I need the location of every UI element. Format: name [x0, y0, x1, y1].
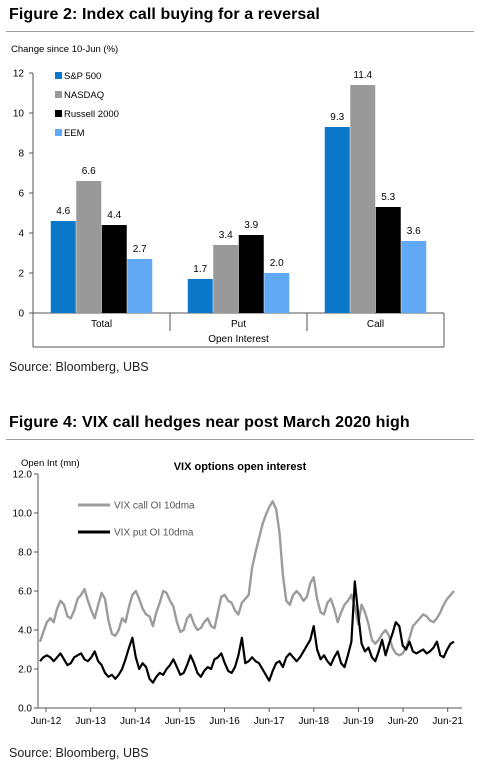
data-label: 3.9 — [244, 220, 258, 231]
category-label: Total — [91, 319, 112, 330]
bar-sp500 — [187, 279, 213, 313]
y-tick-label: 2 — [18, 269, 24, 280]
data-label: 4.4 — [107, 210, 121, 221]
bar-sp500 — [50, 221, 76, 313]
data-label: 11.4 — [353, 70, 372, 81]
y-tick-label: 10 — [13, 109, 25, 120]
legend-swatch-nasdaq — [55, 91, 62, 98]
category-label: Put — [231, 319, 246, 330]
data-label: 2.0 — [270, 258, 284, 269]
bar-nasdaq — [213, 245, 239, 313]
figure2-title-rule — [6, 31, 474, 32]
legend-swatch-russell — [55, 110, 62, 117]
x-tick-label: Jun-19 — [343, 716, 374, 727]
bar-russell — [101, 225, 127, 313]
figure2-source: Source: Bloomberg, UBS — [9, 360, 149, 374]
data-label: 2.7 — [133, 244, 147, 255]
data-label: 9.3 — [330, 112, 344, 123]
series-line-vix-call — [38, 500, 455, 657]
data-label: 4.6 — [56, 206, 70, 217]
legend-label: VIX call OI 10dma — [114, 501, 195, 512]
data-label: 3.4 — [219, 230, 233, 241]
legend-swatch-sp500 — [55, 72, 62, 79]
y-tick-label: 4.0 — [18, 626, 32, 637]
x-tick-label: Jun-21 — [432, 716, 463, 727]
y-tick-label: 2.0 — [18, 665, 32, 676]
legend-label: EEM — [64, 128, 85, 139]
x-tick-label: Jun-13 — [75, 716, 106, 727]
figure4-title: Figure 4: VIX call hedges near post Marc… — [9, 414, 410, 431]
figure4-line-chart: Open Int (mn) VIX options open interest 0.… — [13, 458, 464, 727]
bar-eem — [401, 241, 427, 313]
legend-label: Russell 2000 — [64, 109, 119, 120]
bar-russell — [238, 235, 264, 313]
x-tick-label: Jun-12 — [31, 716, 62, 727]
data-label: 6.6 — [82, 166, 96, 177]
figure2-title: Figure 2: Index call buying for a revers… — [9, 6, 320, 23]
bar-sp500 — [324, 127, 350, 313]
y-tick-label: 6.0 — [18, 587, 32, 598]
legend-label: NASDAQ — [64, 90, 104, 101]
bar-nasdaq — [350, 85, 376, 313]
legend-label: VIX put OI 10dma — [114, 528, 194, 539]
y-tick-label: 12.0 — [13, 470, 33, 481]
y-tick-label: 12 — [13, 69, 25, 80]
data-label: 1.7 — [193, 264, 207, 275]
x-tick-label: Jun-20 — [388, 716, 419, 727]
y-axis-label: Open Int (mn) — [21, 458, 80, 469]
chart-title: VIX options open interest — [174, 461, 307, 473]
y-tick-label: 4 — [18, 229, 24, 240]
y-tick-label: 6 — [18, 189, 24, 200]
y-axis-label: Change since 10-Jun (%) — [11, 44, 118, 55]
x-axis-label: Open Interest — [208, 334, 269, 345]
bar-eem — [127, 259, 153, 313]
y-tick-label: 8 — [18, 149, 24, 160]
x-tick-label: Jun-18 — [299, 716, 330, 727]
y-tick-label: 8.0 — [18, 548, 32, 559]
data-label: 3.6 — [407, 226, 421, 237]
x-tick-label: Jun-14 — [120, 716, 151, 727]
legend-label: S&P 500 — [64, 71, 101, 82]
x-tick-label: Jun-15 — [165, 716, 196, 727]
x-tick-label: Jun-17 — [254, 716, 285, 727]
y-tick-label: 0 — [18, 309, 24, 320]
figure4-source: Source: Bloomberg, UBS — [9, 746, 149, 760]
bar-eem — [264, 273, 290, 313]
y-tick-label: 0.0 — [18, 704, 32, 715]
bar-nasdaq — [76, 181, 102, 313]
bar-russell — [375, 207, 401, 313]
x-tick-label: Jun-16 — [209, 716, 240, 727]
figure4-title-rule — [6, 439, 474, 440]
y-tick-label: 10.0 — [13, 509, 33, 520]
legend-swatch-eem — [55, 129, 62, 136]
data-label: 5.3 — [381, 192, 395, 203]
figure2-bar-chart: Change since 10-Jun (%) 0 2 4 6 8 10 12 Total Put… — [11, 44, 445, 348]
category-label: Call — [367, 319, 384, 330]
series-line-vix-put — [39, 580, 455, 684]
